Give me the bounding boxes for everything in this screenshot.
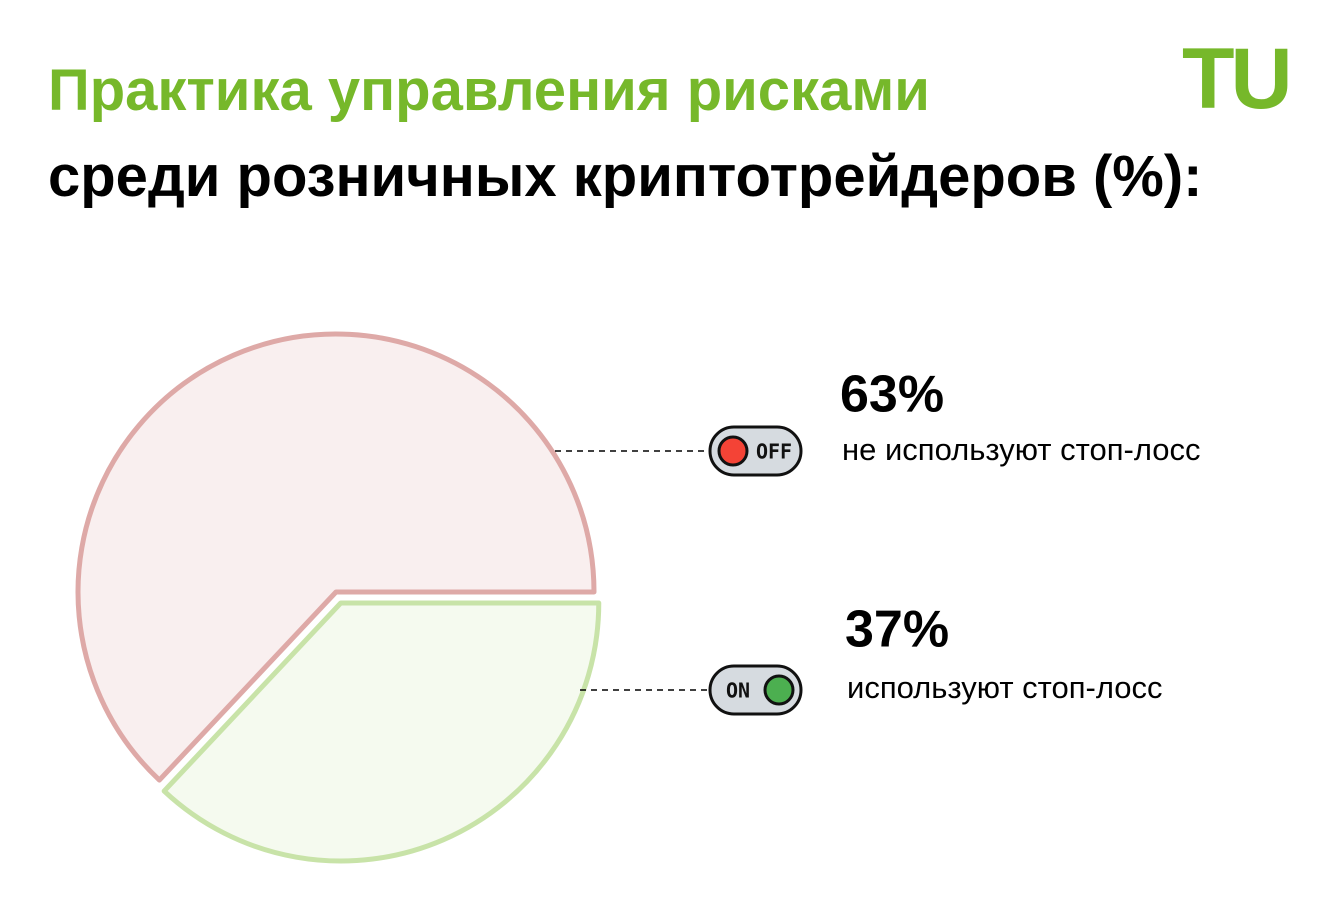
logo: TU: [1182, 31, 1293, 127]
category-label: используют стоп-лосс: [847, 670, 1163, 705]
heading: Практика управления рисками среди рознич…: [48, 48, 1228, 220]
value-label: 37%: [845, 601, 949, 659]
pie-slice: [75, 331, 597, 783]
pie-slice: [161, 600, 602, 864]
chart-title: Практика управления рисками: [48, 58, 930, 123]
switch-label: OFF: [756, 440, 792, 464]
switch-knob: [763, 674, 795, 706]
switch-knob: [717, 435, 749, 467]
value-label: 63%: [840, 366, 944, 424]
chart-subtitle: среди розничных криптотрейдеров (%):: [48, 144, 1203, 209]
switch-label: ON: [726, 679, 750, 703]
category-label: не используют стоп-лосс: [842, 432, 1201, 467]
